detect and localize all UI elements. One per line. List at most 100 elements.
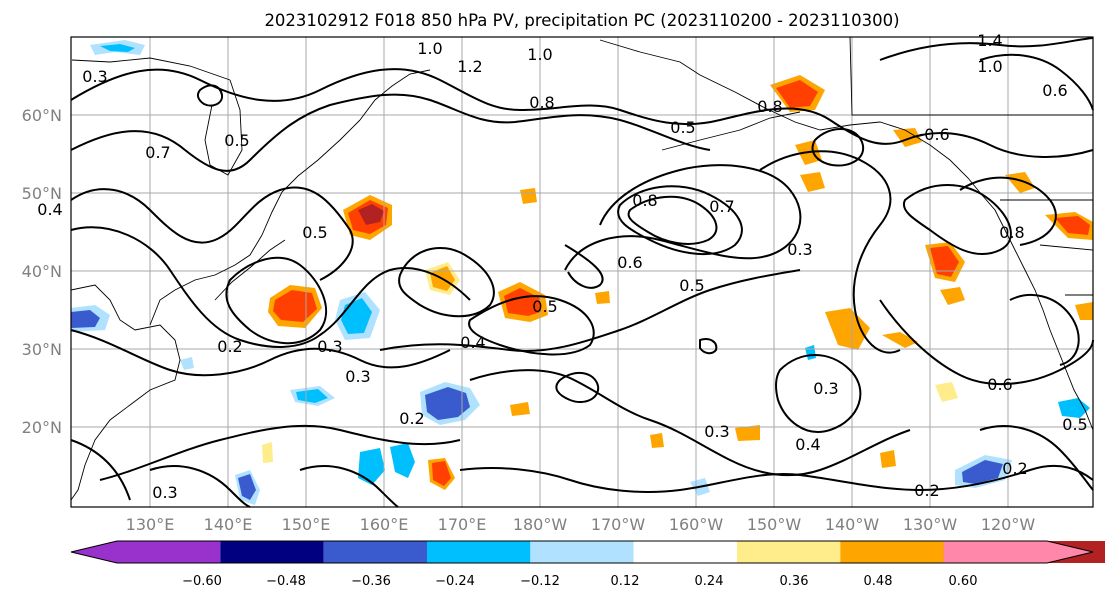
- shade-blob: [504, 288, 541, 316]
- contour-label: 1.4: [977, 31, 1002, 50]
- lon-label: 140°W: [825, 515, 880, 534]
- shade-blob: [930, 246, 959, 277]
- pv-contour: [879, 299, 1094, 385]
- shade-blob: [1075, 302, 1093, 320]
- pv-contour: [627, 195, 718, 245]
- pv-contour: [759, 150, 901, 354]
- shade-blob: [800, 172, 825, 192]
- contour-label: 0.4: [795, 435, 820, 454]
- contour-label: 0.2: [217, 337, 242, 356]
- lon-label: 160°E: [360, 515, 409, 534]
- contour-label: 0.4: [37, 200, 62, 219]
- pv-contour: [196, 84, 224, 107]
- lat-label: 50°N: [22, 184, 62, 203]
- pv-contour: [979, 425, 1094, 491]
- pv-contour: [379, 269, 801, 352]
- map-panel: 0.3 1.0 1.2 1.0 1.4 1.0 0.8 0.6 0.5 0.8 …: [37, 31, 1094, 508]
- shade-blob: [390, 443, 415, 478]
- pv-contour: [617, 185, 743, 256]
- shade-blob: [238, 474, 256, 500]
- shade-blob: [940, 287, 965, 305]
- coastline: [149, 234, 263, 326]
- colorbar-outline: [70, 540, 1094, 564]
- lon-label: 170°W: [591, 515, 646, 534]
- contour-label: 0.2: [914, 481, 939, 500]
- pv-contour: [774, 354, 862, 433]
- lon-label: 160°W: [669, 515, 724, 534]
- pv-contour: [959, 176, 1057, 246]
- lat-label: 30°N: [22, 340, 62, 359]
- colorbar-swatch: [71, 541, 221, 563]
- shade-blob: [1005, 172, 1035, 193]
- coastline: [70, 284, 181, 501]
- colorbar-tick: 0.12: [611, 574, 640, 589]
- pv-contour: [70, 68, 1094, 158]
- lat-label: 40°N: [22, 262, 62, 281]
- shade-blob: [595, 291, 610, 304]
- shade-blob: [880, 450, 896, 468]
- lat-label: 20°N: [22, 418, 62, 437]
- shade-blob: [296, 389, 328, 403]
- colorbar-tick: −0.60: [182, 574, 222, 589]
- pv-contour-labels: 0.3 1.0 1.2 1.0 1.4 1.0 0.8 0.6 0.5 0.8 …: [37, 31, 1087, 502]
- lon-label: 120°W: [981, 515, 1036, 534]
- colorbar-tick: −0.36: [351, 574, 391, 589]
- contour-label: 0.3: [152, 483, 177, 502]
- shade-blob: [1055, 216, 1090, 235]
- lon-label: 150°E: [282, 515, 331, 534]
- colorbar-swatch: [633, 541, 737, 563]
- colorbar-swatch: [737, 541, 841, 563]
- pv-contour: [1009, 294, 1080, 366]
- contour-label: 0.6: [924, 125, 949, 144]
- contour-label: 0.3: [82, 67, 107, 86]
- colorbar-swatches: [71, 541, 1105, 563]
- shade-blob: [650, 433, 664, 448]
- contour-label: 0.7: [145, 143, 170, 162]
- pv-contour: [70, 93, 711, 172]
- pv-contour: [70, 439, 131, 501]
- shade-blob: [776, 80, 818, 108]
- pv-contour: [979, 53, 1094, 111]
- shade-blob: [735, 425, 760, 441]
- shade-blob: [935, 382, 958, 402]
- colorbar-tick: −0.12: [520, 574, 560, 589]
- contour-label: 0.3: [704, 422, 729, 441]
- colorbar-swatch: [840, 541, 944, 563]
- shade-blob: [882, 332, 918, 348]
- positive-precip-shading: [262, 75, 1093, 490]
- coastline: [204, 79, 243, 176]
- shade-blob: [262, 442, 273, 463]
- shade-blob: [425, 387, 470, 420]
- pv-contour: [70, 329, 451, 377]
- pv-contours: [70, 37, 1094, 508]
- lat-label: 60°N: [22, 106, 62, 125]
- negative-precip-shading: [71, 40, 1090, 505]
- shade-blob: [825, 308, 870, 350]
- coastline: [359, 69, 431, 121]
- shade-blob: [893, 128, 922, 147]
- pv-contour: [555, 371, 600, 404]
- contour-label: 0.5: [679, 276, 704, 295]
- colorbar-tick: −0.48: [266, 574, 306, 589]
- map-title: 2023102912 F018 850 hPa PV, precipitatio…: [264, 11, 899, 30]
- colorbar-swatch: [323, 541, 427, 563]
- pv-contour: [149, 465, 251, 508]
- colorbar-tick: 0.48: [864, 574, 893, 589]
- longitude-labels: 130°E 140°E 150°E 160°E 170°E 180°W 170°…: [126, 515, 1036, 534]
- contour-label: 0.4: [460, 333, 485, 352]
- contour-label: 1.0: [417, 39, 442, 58]
- shade-blob: [962, 460, 1003, 484]
- shade-blob: [358, 448, 385, 485]
- contour-label: 0.3: [813, 379, 838, 398]
- colorbar-swatch: [530, 541, 634, 563]
- shade-blob: [510, 402, 530, 416]
- pv-contour: [564, 244, 604, 289]
- lon-label: 130°E: [126, 515, 175, 534]
- latitude-labels: 60°N 50°N 40°N 30°N 20°N: [22, 106, 62, 437]
- colorbar-swatch: [220, 541, 324, 563]
- contour-label: 0.5: [532, 297, 557, 316]
- colorbar-swatch: [427, 541, 531, 563]
- pv-contour: [70, 186, 354, 281]
- contour-label: 0.3: [787, 240, 812, 259]
- colorbar-ticks: −0.60 −0.48 −0.36 −0.24 −0.12 0.12 0.24 …: [182, 574, 977, 589]
